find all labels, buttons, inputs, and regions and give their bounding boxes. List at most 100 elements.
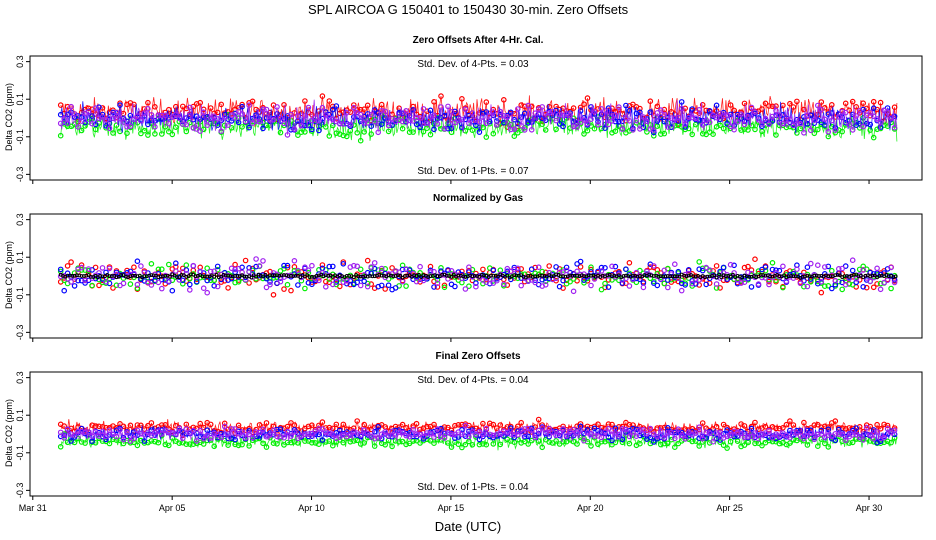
data-point — [462, 441, 469, 448]
data-point — [893, 274, 898, 279]
data-point — [581, 277, 587, 284]
data-point — [877, 425, 884, 432]
data-point — [574, 268, 580, 275]
data-point — [336, 427, 343, 434]
data-point — [127, 438, 134, 444]
data-point — [619, 280, 626, 286]
data-point — [623, 114, 629, 121]
data-point — [497, 422, 504, 428]
data-point — [752, 419, 758, 426]
data-point — [602, 429, 608, 435]
data-point — [469, 428, 476, 435]
data-point — [560, 123, 566, 130]
data-point — [378, 265, 385, 272]
data-point — [849, 281, 856, 288]
data-point — [556, 429, 563, 436]
data-point — [490, 130, 497, 137]
data-point — [661, 280, 668, 287]
data-point — [724, 445, 730, 451]
data-point — [364, 283, 371, 290]
data-point — [312, 115, 319, 121]
data-point — [671, 435, 678, 442]
data-point — [832, 430, 839, 437]
data-point — [218, 101, 225, 108]
data-point — [336, 121, 343, 127]
data-point — [239, 111, 245, 117]
data-point — [849, 439, 856, 446]
data-point — [535, 438, 542, 444]
y-axis-label: Delta CO2 (ppm) — [4, 399, 14, 467]
data-point — [675, 114, 682, 121]
data-point — [616, 104, 622, 110]
data-point — [281, 120, 287, 127]
data-point — [480, 441, 486, 447]
data-point — [159, 285, 165, 292]
data-point — [797, 280, 804, 287]
data-point — [867, 431, 874, 438]
data-point — [650, 263, 657, 269]
data-point — [110, 115, 116, 122]
data-point — [85, 109, 92, 115]
data-point — [89, 113, 95, 119]
data-point — [556, 121, 563, 127]
data-point — [811, 436, 818, 443]
data-point — [364, 102, 371, 109]
data-point — [657, 428, 664, 434]
data-point — [347, 277, 354, 284]
data-point — [888, 285, 894, 292]
data-point — [814, 126, 821, 133]
data-point — [214, 122, 221, 128]
data-point — [176, 277, 183, 283]
data-point — [96, 282, 102, 289]
data-point — [807, 260, 814, 267]
data-point — [769, 113, 776, 120]
data-point — [85, 429, 92, 435]
data-point — [584, 127, 591, 134]
data-point — [870, 435, 877, 442]
data-point — [382, 108, 389, 115]
data-point — [92, 264, 99, 271]
data-point — [249, 98, 256, 105]
data-point — [637, 126, 643, 132]
data-point — [385, 128, 392, 135]
x-tick-label: Mar 31 — [19, 503, 47, 513]
data-point — [514, 265, 521, 272]
data-point — [120, 119, 127, 125]
data-point — [867, 127, 874, 133]
data-point — [602, 280, 608, 287]
data-point — [89, 120, 95, 127]
data-point — [828, 285, 835, 292]
data-point — [448, 109, 455, 115]
data-point — [417, 272, 421, 277]
data-point — [260, 258, 266, 264]
data-point — [466, 283, 472, 290]
data-point — [835, 431, 842, 437]
data-point — [821, 264, 828, 270]
data-point — [870, 113, 877, 120]
data-point — [406, 129, 413, 136]
data-point — [609, 118, 615, 124]
data-point — [263, 272, 268, 277]
data-point — [884, 277, 891, 284]
data-point — [783, 432, 790, 439]
data-point — [343, 133, 350, 140]
data-point — [400, 275, 405, 280]
data-point — [619, 439, 626, 446]
data-point — [685, 266, 692, 273]
data-point — [263, 444, 270, 450]
data-point — [284, 439, 291, 446]
data-point — [326, 424, 333, 431]
data-point — [145, 429, 151, 436]
data-point — [507, 109, 514, 116]
data-point — [801, 130, 807, 136]
data-point — [389, 122, 395, 128]
data-point — [497, 441, 504, 448]
data-point — [727, 261, 734, 268]
y-tick-label: 0.1 — [15, 409, 25, 422]
data-point — [260, 106, 266, 113]
data-point — [134, 113, 141, 119]
data-point — [419, 275, 424, 280]
data-point — [769, 259, 776, 266]
data-point — [364, 120, 371, 126]
data-point — [787, 418, 793, 424]
